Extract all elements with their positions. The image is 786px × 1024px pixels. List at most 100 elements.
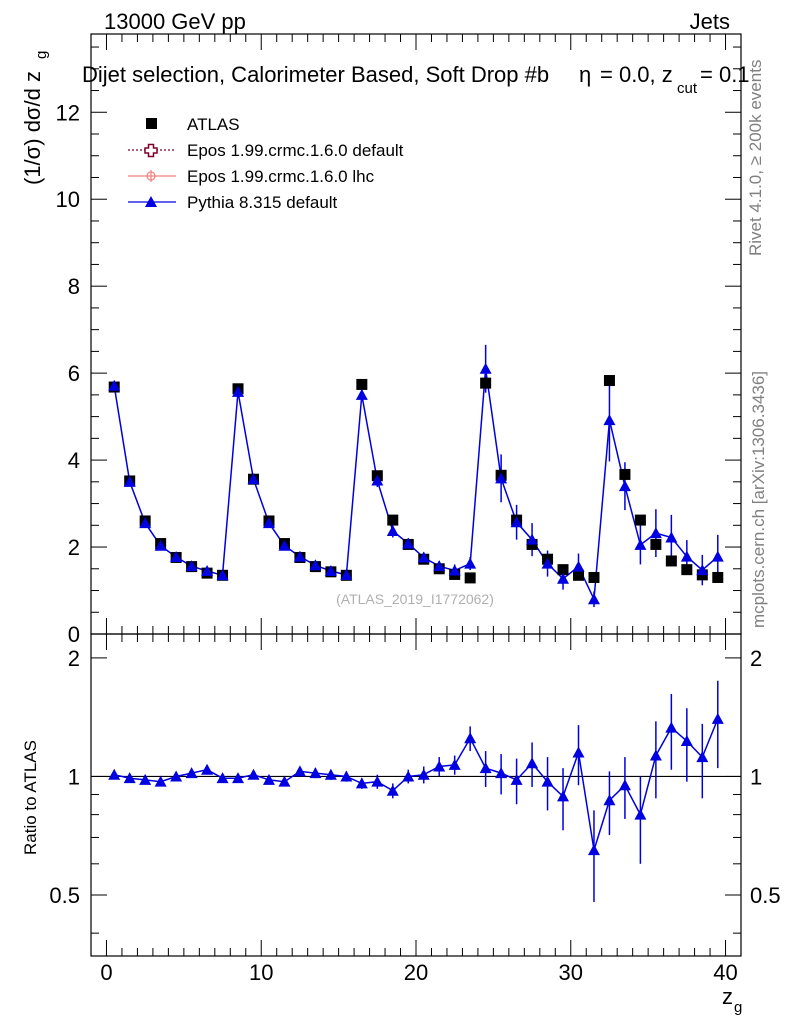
x-tick-label: 30 — [559, 960, 583, 985]
ratio-y-tick-label: 0.5 — [49, 883, 80, 908]
ratio-point — [448, 758, 461, 770]
ratio-y-tick-label: 1 — [68, 764, 80, 789]
legend-label-epos-lhc: Epos 1.99.crmc.1.6.0 lhc — [187, 167, 375, 186]
pythia-point — [278, 539, 291, 551]
ratio-point — [185, 767, 198, 779]
y-tick-label: 2 — [68, 535, 80, 560]
atlas-point — [619, 468, 631, 480]
y-axis-label-text: (1/σ) dσ/d z — [20, 71, 45, 185]
atlas-point — [387, 514, 399, 526]
ratio-point — [170, 770, 183, 782]
atlas-point — [464, 572, 476, 584]
ratio-point — [108, 768, 121, 780]
y-tick-label: 10 — [56, 187, 80, 212]
pythia-point — [402, 537, 415, 549]
pythia-point — [324, 564, 337, 576]
pythia-point — [247, 473, 260, 485]
ratio-point — [680, 735, 693, 747]
atlas-point — [573, 569, 584, 581]
pythia-point — [154, 539, 167, 551]
x-tick-label: 10 — [249, 960, 273, 985]
ratio-point — [464, 732, 477, 744]
legend-label-atlas: ATLAS — [187, 115, 240, 134]
pythia-point — [587, 593, 600, 605]
pythia-point — [293, 550, 306, 562]
pythia-point — [201, 564, 214, 576]
ratio-y-tick-label-right: 0.5 — [750, 883, 781, 908]
x-axis-label-sub: g — [734, 999, 742, 1016]
pythia-point — [479, 362, 492, 374]
epos-default-cross-icon — [144, 143, 158, 158]
pythia-point — [634, 538, 647, 550]
y-axis-label: (1/σ) dσ/d z g — [20, 51, 50, 185]
ratio-point — [201, 763, 214, 775]
pythia-point — [433, 560, 446, 572]
pythia-point — [386, 524, 399, 536]
pythia-point — [123, 475, 136, 487]
ratio-y-tick-label-right: 1 — [750, 764, 762, 789]
ratio-plot-frame — [90, 633, 742, 957]
process-label: Jets — [690, 9, 730, 34]
ratio-point — [510, 773, 523, 785]
pythia-point — [355, 388, 368, 400]
legend-label-pythia: Pythia 8.315 default — [187, 193, 338, 212]
pythia-point — [603, 414, 616, 426]
atlas-point — [650, 538, 662, 550]
ratio-point — [572, 746, 585, 758]
pythia-point — [371, 474, 384, 486]
ratio-point — [247, 768, 260, 780]
ratio-point — [557, 790, 570, 802]
main-data — [108, 344, 724, 608]
plot-title: Dijet selection, Calorimeter Based, Soft… — [82, 62, 750, 97]
y-tick-label: 6 — [68, 361, 80, 386]
pythia-point — [680, 550, 693, 562]
pythia-point — [696, 564, 709, 576]
energy-label: 13000 GeV pp — [104, 9, 246, 34]
y-tick-label: 4 — [68, 448, 80, 473]
atlas-point — [557, 564, 569, 576]
ratio-point — [618, 779, 631, 791]
atlas-point — [634, 514, 646, 526]
ratio-point — [293, 765, 306, 777]
beta-symbol: η — [579, 62, 591, 87]
ratio-point — [216, 772, 229, 784]
ratio-point — [139, 773, 152, 785]
ratio-point — [340, 770, 353, 782]
ratio-series-line — [114, 718, 719, 851]
pythia-triangle-icon — [145, 196, 157, 207]
ratio-point — [309, 767, 322, 779]
atlas-point — [356, 378, 368, 390]
pythia-point — [216, 569, 229, 581]
ratio-point — [711, 712, 724, 724]
mcplots-label: mcplots.cern.ch [arXiv:1306.3436] — [749, 371, 768, 628]
ratio-point — [278, 775, 291, 787]
legend-item-pythia: Pythia 8.315 default — [128, 193, 338, 212]
pythia-point — [495, 472, 508, 484]
ratio-point — [495, 767, 508, 779]
title-main: Dijet selection, Calorimeter Based, Soft… — [82, 62, 549, 87]
pythia-point — [309, 559, 322, 571]
pythia-point — [464, 557, 477, 569]
pythia-point — [665, 531, 678, 543]
ratio-point — [402, 770, 415, 782]
pythia-series-line — [113, 368, 719, 603]
ratio-point — [262, 773, 275, 785]
ratio-point — [355, 777, 368, 789]
legend: ATLAS Epos 1.99.crmc.1.6.0 default Epos … — [128, 115, 404, 212]
ratio-y-tick-label: 2 — [68, 646, 80, 671]
title-eq: = 0.0, z — [600, 62, 673, 87]
y-tick-label: 0 — [68, 622, 80, 647]
ratio-point — [696, 751, 709, 763]
atlas-marker-icon — [146, 118, 157, 129]
pythia-point — [232, 385, 245, 397]
pythia-point — [557, 572, 570, 584]
y-axis-label-sub: g — [33, 51, 50, 59]
ratio-data — [108, 680, 724, 902]
legend-item-epos-lhc: Epos 1.99.crmc.1.6.0 lhc — [128, 167, 375, 186]
x-tick-label: 40 — [713, 960, 737, 985]
ratio-point — [232, 772, 245, 784]
ratio-point — [386, 784, 399, 796]
atlas-point — [665, 555, 677, 567]
pythia-point — [108, 379, 121, 391]
